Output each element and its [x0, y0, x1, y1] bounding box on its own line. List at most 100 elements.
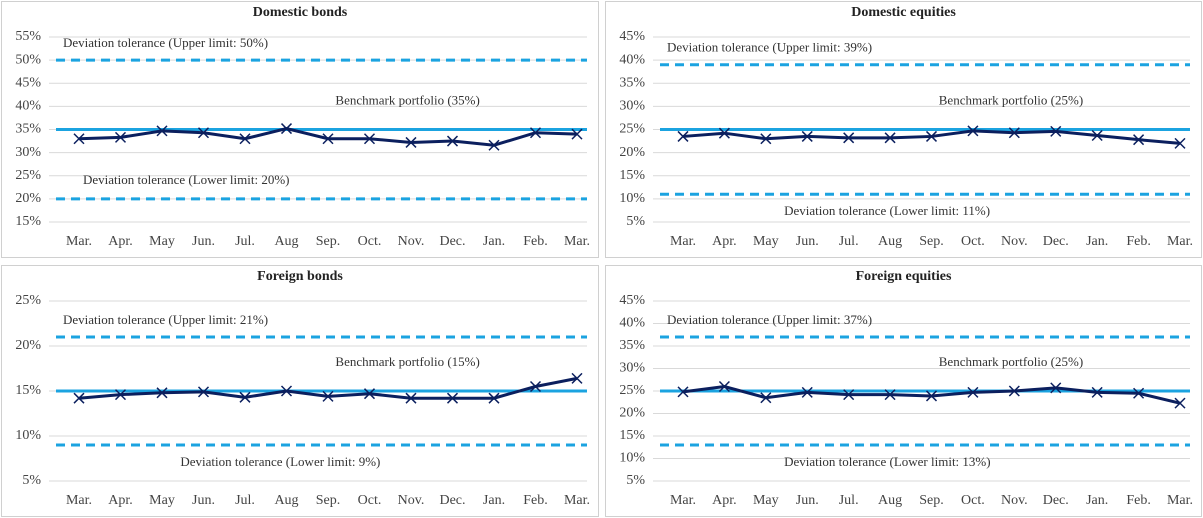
x-tick-label: Mar. [1167, 493, 1193, 508]
data-marker [280, 123, 293, 135]
data-marker [1050, 125, 1062, 137]
x-tick-label: Dec. [1043, 493, 1069, 508]
x-tick-label: Apr. [712, 234, 737, 249]
data-marker [925, 390, 938, 402]
x-tick-label: May [149, 234, 175, 249]
x-tick-label: Feb. [1126, 234, 1151, 249]
data-marker [405, 136, 417, 148]
y-tick-label: 20% [619, 406, 645, 421]
y-tick-label: 40% [619, 316, 645, 331]
chart-title: Foreign equities [856, 269, 952, 284]
data-marker [1008, 127, 1020, 139]
x-tick-label: Feb. [1126, 493, 1151, 508]
y-tick-label: 35% [619, 338, 645, 353]
y-tick-label: 10% [619, 191, 645, 206]
data-marker [405, 392, 417, 404]
x-tick-label: Dec. [439, 493, 465, 508]
chart-title: Foreign bonds [257, 269, 343, 284]
data-marker [446, 392, 459, 404]
chart-title: Domestic equities [851, 5, 956, 20]
x-tick-label: Jan. [1086, 234, 1108, 249]
x-tick-label: Apr. [108, 493, 133, 508]
x-tick-label: Mar. [670, 493, 696, 508]
data-marker [73, 133, 85, 145]
x-tick-label: Nov. [1001, 234, 1028, 249]
annotation: Deviation tolerance (Lower limit: 20%) [83, 172, 289, 187]
data-marker [843, 132, 855, 144]
y-tick-label: 30% [619, 361, 645, 376]
x-tick-label: Apr. [108, 234, 133, 249]
annotation: Deviation tolerance (Upper limit: 50%) [63, 35, 268, 50]
data-marker [677, 130, 689, 142]
data-marker [446, 135, 459, 147]
y-tick-label: 30% [15, 145, 41, 160]
y-tick-label: 35% [619, 75, 645, 90]
data-marker [884, 389, 896, 401]
annotation: Deviation tolerance (Lower limit: 11%) [784, 203, 990, 218]
data-marker [1091, 129, 1103, 142]
data-marker [760, 133, 772, 145]
annotation: Deviation tolerance (Upper limit: 21%) [63, 312, 268, 327]
y-tick-label: 50% [15, 52, 41, 67]
annotation: Benchmark portfolio (25%) [939, 92, 1083, 107]
x-tick-label: Nov. [398, 234, 425, 249]
x-tick-label: Jan. [1086, 493, 1108, 508]
data-marker [571, 372, 583, 384]
data-marker [156, 125, 168, 137]
panel: Foreign equities 5% 10% 15% 20% 25% 30% 35% 40% 4… [605, 265, 1202, 517]
y-tick-label: 15% [619, 168, 645, 183]
x-tick-label: Dec. [439, 234, 465, 249]
data-marker [529, 127, 542, 139]
panel: Domestic bonds 15% 20% 25% 30% 35% 40% 45% 50% 55… [1, 1, 599, 258]
data-marker [114, 131, 127, 143]
x-tick-label: Jul. [235, 234, 255, 249]
x-tick-label: Sep. [919, 493, 944, 508]
annotation: Deviation tolerance (Upper limit: 39%) [667, 40, 872, 55]
x-tick-label: Jul. [839, 493, 859, 508]
x-tick-label: Mar. [670, 234, 696, 249]
data-marker [529, 380, 542, 393]
data-marker [363, 133, 376, 145]
x-tick-label: Aug [878, 234, 902, 249]
data-marker [1174, 137, 1186, 149]
x-tick-label: Feb. [523, 234, 548, 249]
x-tick-label: Mar. [66, 234, 92, 249]
data-marker [718, 127, 730, 139]
data-marker [114, 389, 127, 401]
annotation: Deviation tolerance (Lower limit: 9%) [180, 454, 380, 469]
data-marker [1133, 387, 1145, 399]
y-tick-label: 35% [15, 122, 41, 137]
x-tick-label: Oct. [358, 493, 382, 508]
y-tick-label: 10% [15, 428, 41, 443]
x-tick-label: Nov. [1001, 493, 1028, 508]
x-tick-label: Mar. [1167, 234, 1193, 249]
data-marker [1174, 397, 1186, 409]
x-tick-label: Jun. [796, 493, 819, 508]
y-tick-label: 40% [15, 99, 41, 114]
x-tick-label: Jun. [192, 234, 215, 249]
x-tick-label: Jun. [192, 493, 215, 508]
data-marker [1133, 134, 1145, 146]
panel: Domestic equities 5% 10% 15% 20% 25% 30% 35% 40%… [605, 1, 1202, 258]
x-tick-label: Mar. [564, 234, 590, 249]
y-tick-label: 40% [619, 52, 645, 67]
y-tick-label: 55% [15, 29, 41, 44]
chart-title: Domestic bonds [253, 5, 348, 20]
x-tick-label: Jul. [235, 493, 255, 508]
y-tick-label: 5% [626, 214, 645, 229]
x-tick-label: Feb. [523, 493, 548, 508]
y-tick-label: 45% [619, 29, 645, 44]
y-tick-label: 15% [15, 214, 41, 229]
data-marker [571, 128, 583, 140]
x-tick-label: Aug [274, 234, 298, 249]
x-tick-label: May [753, 234, 779, 249]
y-tick-label: 20% [619, 145, 645, 160]
data-marker [1008, 385, 1020, 397]
x-tick-label: Mar. [66, 493, 92, 508]
y-tick-label: 5% [22, 473, 41, 488]
data-marker [884, 132, 896, 144]
data-marker [1091, 386, 1103, 398]
x-tick-label: Dec. [1043, 234, 1069, 249]
data-marker [197, 386, 210, 398]
